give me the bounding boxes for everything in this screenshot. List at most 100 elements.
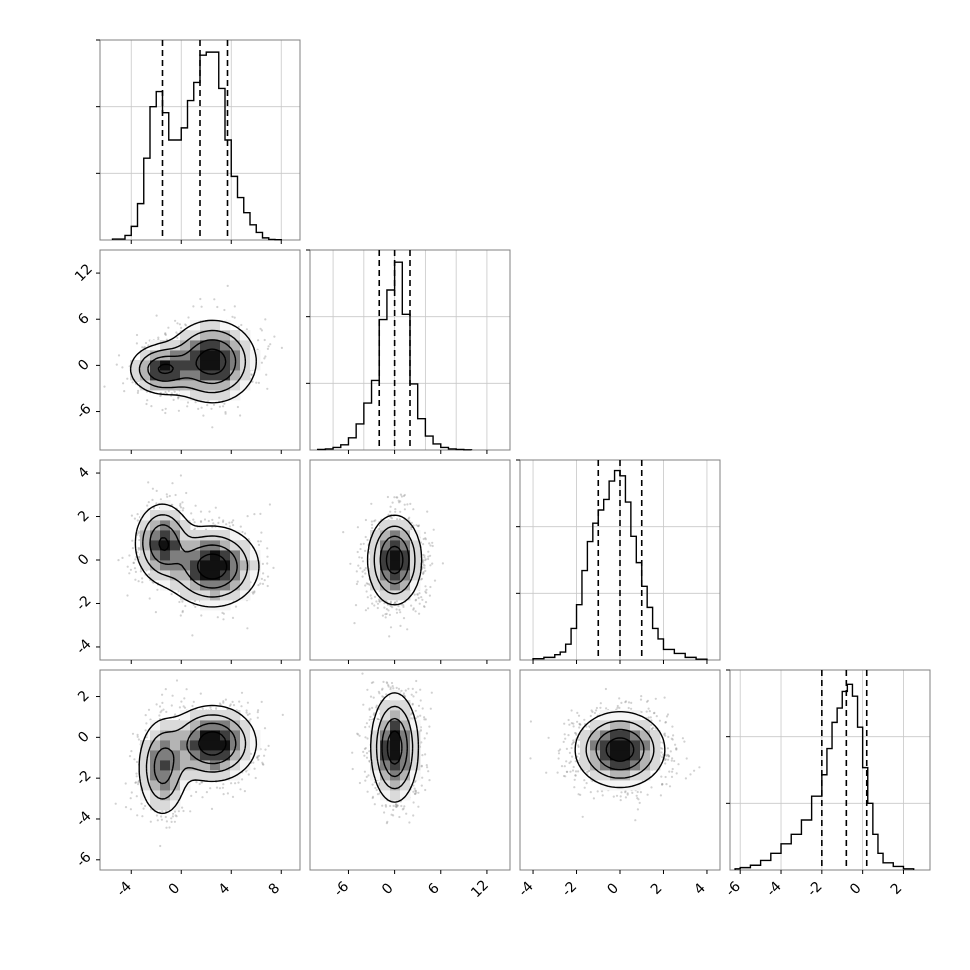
scatter-point	[418, 602, 421, 605]
density-cell	[140, 540, 151, 551]
scatter-point	[260, 531, 263, 534]
scatter-point	[396, 496, 399, 499]
scatter-point	[170, 392, 173, 395]
scatter-point	[402, 494, 405, 498]
scatter-point	[165, 710, 168, 714]
scatter-point	[403, 503, 406, 506]
scatter-point	[389, 516, 392, 519]
density-cell	[220, 320, 231, 331]
density-cell	[190, 350, 201, 361]
scatter-point	[212, 403, 216, 406]
density-cell	[170, 550, 181, 561]
scatter-point	[393, 601, 397, 605]
density-cell	[180, 530, 191, 541]
scatter-point	[182, 705, 185, 708]
density-cell	[370, 540, 381, 551]
density-cell	[210, 550, 221, 561]
scatter-point	[179, 614, 182, 617]
scatter-point	[144, 729, 147, 732]
scatter-point	[373, 595, 377, 599]
scatter-point	[232, 704, 236, 707]
density-cell	[180, 580, 191, 591]
scatter-point	[362, 542, 365, 545]
density-cell	[220, 390, 231, 401]
scatter-point	[136, 513, 139, 516]
density-cell	[190, 340, 201, 351]
density-cell	[150, 530, 161, 541]
density-cell	[200, 360, 211, 371]
scatter-point	[139, 570, 142, 573]
density-cell	[200, 590, 211, 601]
scatter-point	[414, 610, 417, 613]
scatter-point	[215, 786, 219, 789]
scatter-point	[234, 605, 238, 608]
density-cell	[180, 370, 191, 381]
density-cell	[220, 380, 231, 391]
scatter-point	[171, 815, 174, 818]
scatter-point	[255, 381, 258, 384]
scatter-point	[425, 588, 428, 591]
scatter-point	[155, 502, 158, 505]
joint-2-1-frame	[99, 249, 301, 451]
scatter-point	[208, 510, 211, 513]
scatter-point	[428, 594, 431, 597]
scatter-point	[370, 523, 374, 526]
scatter-point	[399, 611, 402, 614]
scatter-point	[147, 573, 150, 576]
density-cell	[160, 350, 171, 361]
scatter-point	[423, 559, 427, 562]
density-cell	[190, 320, 201, 331]
density-cell	[140, 360, 151, 371]
density-cell	[140, 370, 151, 381]
scatter-point	[266, 547, 269, 550]
scatter-point	[134, 558, 137, 561]
scatter-point	[201, 796, 204, 799]
joint-4-1	[99, 669, 301, 871]
scatter-point	[251, 380, 254, 383]
scatter-point	[399, 624, 402, 628]
hist-param-1-step-line	[111, 51, 282, 241]
hist-param-1	[96, 39, 301, 241]
density-cell	[180, 360, 191, 371]
scatter-point	[175, 331, 178, 334]
scatter-point	[388, 613, 391, 617]
scatter-point	[226, 284, 229, 287]
scatter-point	[256, 755, 259, 758]
scatter-point	[231, 700, 234, 704]
scatter-point	[172, 398, 175, 401]
density-cell	[170, 380, 181, 391]
scatter-point	[230, 521, 234, 524]
scatter-point	[373, 520, 376, 523]
density-cell	[200, 570, 211, 581]
scatter-point	[378, 598, 381, 601]
density-cell	[140, 530, 151, 541]
density-cell	[230, 530, 241, 541]
scatter-point	[129, 568, 132, 571]
scatter-point	[135, 795, 138, 798]
scatter-point	[147, 344, 150, 347]
scatter-point	[410, 604, 413, 607]
scatter-point	[203, 518, 207, 521]
scatter-point	[402, 604, 405, 607]
density-cell	[130, 360, 141, 371]
scatter-point	[365, 582, 368, 585]
density-cell	[240, 570, 251, 581]
scatter-point	[222, 405, 225, 408]
scatter-point	[164, 407, 167, 410]
density-cell	[200, 580, 211, 591]
scatter-point	[206, 404, 209, 407]
scatter-point	[103, 385, 106, 388]
density-cell	[190, 570, 201, 581]
scatter-point	[423, 605, 426, 608]
density-cell	[190, 590, 201, 601]
density-cell	[190, 390, 201, 401]
contour-level-4	[157, 348, 227, 375]
scatter-point	[257, 584, 260, 587]
scatter-point	[221, 520, 225, 524]
scatter-point	[248, 712, 251, 715]
scatter-point	[159, 498, 162, 501]
scatter-point	[422, 572, 425, 575]
scatter-point	[166, 495, 169, 498]
scatter-point	[412, 508, 415, 511]
density-cell	[160, 550, 171, 561]
